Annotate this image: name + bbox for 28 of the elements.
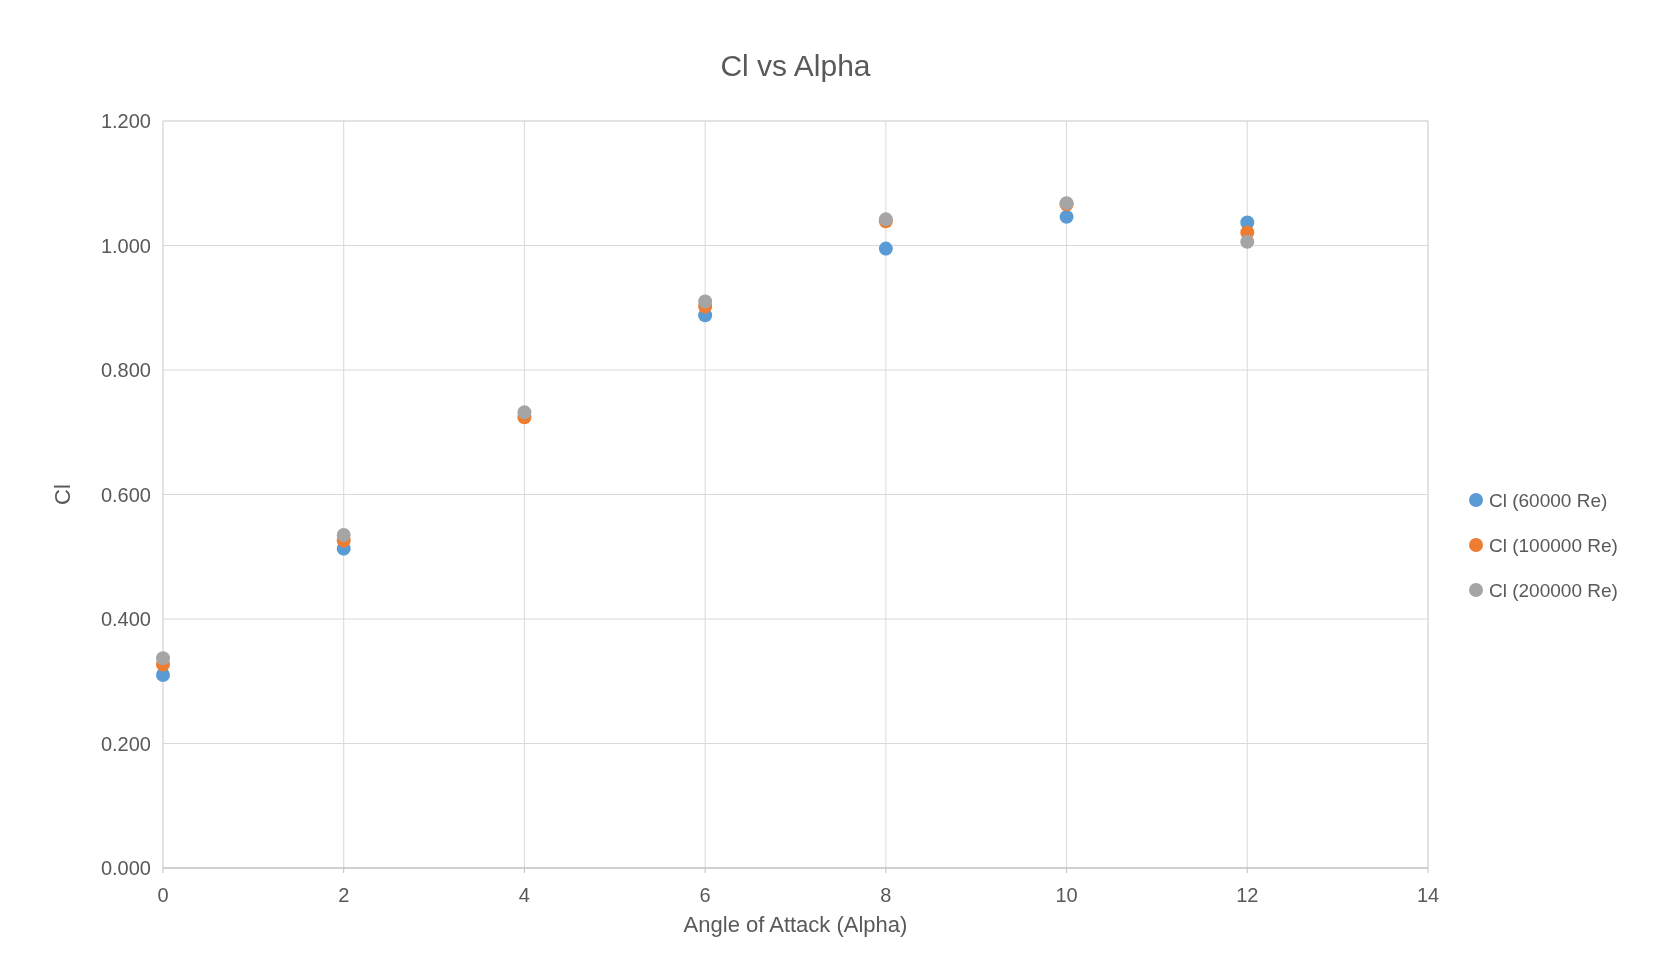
y-tick-label: 0.400 [100, 608, 151, 630]
y-tick-label: 0.000 [100, 857, 151, 879]
x-tick-label: 0 [157, 884, 169, 906]
point [156, 651, 170, 666]
legend-label: Cl (100000 Re) [1489, 535, 1618, 556]
y-tick-label: 1.000 [100, 234, 151, 257]
x-tick-label: 6 [699, 884, 711, 906]
y-tick-label: 0.200 [100, 732, 151, 755]
y-axis-title: Cl [50, 484, 75, 505]
point [1240, 234, 1255, 249]
chart-title: Cl vs Alpha [720, 49, 871, 82]
x-tick-label: 14 [1416, 884, 1440, 906]
legend-label: Cl (60000 Re) [1489, 490, 1608, 511]
y-tick-label: 0.800 [100, 359, 151, 381]
point [517, 405, 532, 420]
x-axis-title: Angle of Attack (Alpha) [683, 912, 908, 937]
y-tick-label: 1.200 [100, 110, 151, 132]
legend-label: Cl (200000 Re) [1489, 580, 1618, 601]
point [336, 527, 351, 542]
y-tick-label: 0.600 [100, 483, 151, 506]
x-tick-label: 12 [1236, 884, 1259, 906]
point [1059, 209, 1074, 224]
x-tick-label: 4 [518, 884, 530, 906]
x-tick-label: 10 [1055, 884, 1078, 906]
point [698, 294, 713, 309]
x-tick-label: 2 [338, 884, 350, 906]
x-tick-label: 8 [880, 884, 892, 906]
point [878, 241, 893, 256]
